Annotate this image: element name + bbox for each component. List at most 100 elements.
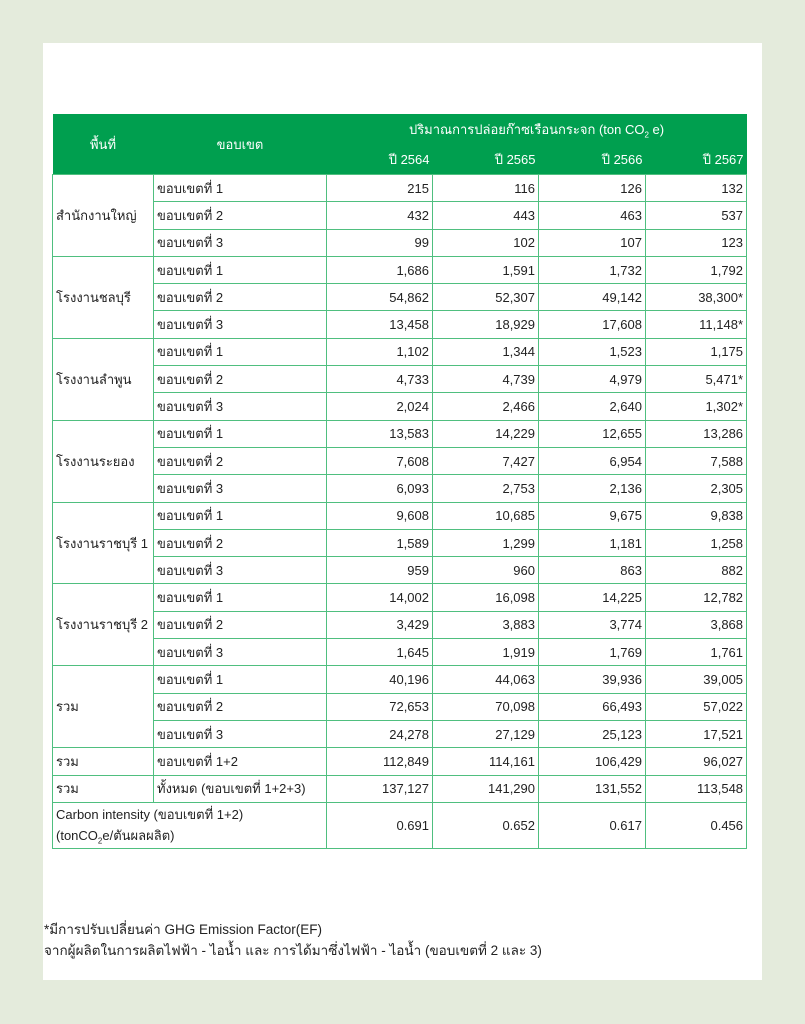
value-cell: 1,591: [432, 255, 539, 285]
table-row: โรงงานระยอง ขอบเขตที่ 1 13,583 14,229 12,655…: [52, 419, 748, 503]
value-cell: 1,102: [326, 337, 433, 367]
value-cell: 960: [432, 556, 539, 585]
table-row: ขอบเขตที่ 3 6,093 2,753 2,136 2,305: [53, 474, 748, 503]
value-cell: 54,862: [326, 283, 433, 312]
value-cell: 112,849: [326, 747, 433, 776]
header-year: ปี 2566: [538, 144, 646, 175]
intensity-value: 0.617: [538, 801, 646, 849]
area-cell: โรงงานลำพูน: [52, 337, 154, 421]
value-cell: 1,175: [644, 337, 748, 367]
header-year: ปี 2567: [645, 144, 747, 175]
value-cell: 38,300*: [644, 283, 748, 312]
carbon-intensity-label: Carbon intensity (ขอบเขตที่ 1+2) (tonCO2e…: [52, 801, 327, 849]
value-cell: 959: [326, 556, 433, 585]
area-cell: โรงงานระยอง: [52, 419, 154, 503]
table-row: ขอบเขตที่ 2 432 443 463 537: [53, 201, 748, 230]
table-row: ขอบเขตที่ 2 7,608 7,427 6,954 7,588: [53, 446, 748, 476]
value-cell: 215: [326, 173, 433, 203]
scope-cell: ขอบเขตที่ 3: [153, 392, 327, 421]
value-cell: 1,299: [432, 528, 539, 558]
scope-cell: ขอบเขตที่ 2: [153, 201, 327, 230]
footnote: *มีการปรับเปลี่ยนค่า GHG Emission Factor…: [44, 919, 542, 961]
value-cell: 40,196: [326, 665, 433, 694]
value-cell: 443: [432, 201, 539, 230]
intensity-value: 0.456: [644, 801, 748, 849]
area-cell: รวม: [52, 747, 154, 776]
value-cell: 1,302*: [644, 392, 748, 421]
value-cell: 14,002: [326, 583, 433, 612]
value-cell: 9,838: [644, 501, 748, 530]
value-cell: 2,136: [538, 474, 646, 503]
value-cell: 1,523: [538, 337, 646, 367]
value-cell: 2,640: [538, 392, 646, 421]
header-year: ปี 2564: [326, 144, 433, 175]
value-cell: 4,733: [326, 365, 433, 394]
value-cell: 3,883: [432, 610, 539, 640]
value-cell: 2,305: [644, 474, 748, 503]
table-row: โรงงานลำพูน ขอบเขตที่ 1 1,102 1,344 1,523 1,1…: [52, 337, 748, 421]
value-cell: 13,286: [644, 419, 748, 448]
carbon-intensity-row: Carbon intensity (ขอบเขตที่ 1+2) (tonCO2e…: [52, 801, 748, 849]
scope-cell: ขอบเขตที่ 2: [153, 365, 327, 394]
table-row: ขอบเขตที่ 3 13,458 18,929 17,608 11,148*: [53, 310, 748, 339]
scope-cell: ขอบเขตที่ 3: [153, 719, 327, 749]
value-cell: 7,608: [326, 446, 433, 476]
value-cell: 17,608: [538, 310, 646, 339]
value-cell: 70,098: [432, 692, 539, 721]
scope-cell: ขอบเขตที่ 3: [153, 310, 327, 339]
table-row: รวม ทั้งหมด (ขอบเขตที่ 1+2+3) 137,127 141,2…: [52, 774, 748, 803]
value-cell: 5,471*: [644, 365, 748, 394]
table-row: รวม ขอบเขตที่ 1+2 112,849 114,161 106,429 96,…: [52, 747, 748, 776]
value-cell: 14,225: [538, 583, 646, 612]
value-cell: 2,024: [326, 392, 433, 421]
emissions-table: พื้นที่ ขอบเขต ปริมาณการปล่อยก๊าซเรือนกร…: [52, 114, 748, 849]
value-cell: 9,675: [538, 501, 646, 530]
table-row: ขอบเขตที่ 2 54,862 52,307 49,142 38,300*: [53, 283, 748, 312]
table-row: โรงงานราชบุรี 1 ขอบเขตที่ 1 9,608 10,685 9,6…: [52, 501, 748, 585]
value-cell: 39,005: [644, 665, 748, 694]
scope-cell: ขอบเขตที่ 3: [153, 556, 327, 585]
footnote-line-2: จากผู้ผลิตในการผลิตไฟฟ้า - ไอน้ำ และ การ…: [44, 943, 542, 958]
value-cell: 1,589: [326, 528, 433, 558]
value-cell: 16,098: [432, 583, 539, 612]
value-cell: 24,278: [326, 719, 433, 749]
value-cell: 11,148*: [644, 310, 748, 339]
value-cell: 18,929: [432, 310, 539, 339]
value-cell: 17,521: [644, 719, 748, 749]
scope-cell: ขอบเขตที่ 2: [153, 446, 327, 476]
content-card: พื้นที่ ขอบเขต ปริมาณการปล่อยก๊าซเรือนกร…: [43, 43, 762, 980]
value-cell: 2,753: [432, 474, 539, 503]
area-cell: รวม: [52, 665, 154, 749]
value-cell: 72,653: [326, 692, 433, 721]
value-cell: 27,129: [432, 719, 539, 749]
scope-cell: ขอบเขตที่ 1: [153, 583, 327, 612]
area-cell: สำนักงานใหญ่: [52, 174, 154, 257]
value-cell: 3,429: [326, 610, 433, 640]
scope-cell: ทั้งหมด (ขอบเขตที่ 1+2+3): [153, 774, 327, 803]
value-cell: 6,093: [326, 474, 433, 503]
intensity-value: 0.691: [326, 801, 433, 849]
scope-cell: ขอบเขตที่ 3: [153, 474, 327, 503]
scope-cell: ขอบเขตที่ 2: [153, 610, 327, 640]
value-cell: 1,645: [326, 638, 433, 667]
value-cell: 106,429: [538, 747, 646, 776]
value-cell: 12,782: [644, 583, 748, 612]
value-cell: 432: [326, 201, 433, 230]
value-cell: 1,792: [644, 255, 748, 285]
scope-cell: ขอบเขตที่ 1: [153, 665, 327, 694]
value-cell: 4,739: [432, 365, 539, 394]
area-cell: รวม: [52, 774, 154, 803]
value-cell: 463: [538, 201, 646, 230]
value-cell: 1,686: [326, 255, 433, 285]
value-cell: 1,344: [432, 337, 539, 367]
value-cell: 1,769: [538, 638, 646, 667]
scope-cell: ขอบเขตที่ 1: [153, 419, 327, 448]
header-emission-title: ปริมาณการปล่อยก๊าซเรือนกระจก (ton CO2 e): [326, 114, 747, 144]
value-cell: 13,583: [326, 419, 433, 448]
scope-cell: ขอบเขตที่ 1: [153, 501, 327, 530]
value-cell: 132: [644, 173, 748, 203]
value-cell: 57,022: [644, 692, 748, 721]
table-row: ขอบเขตที่ 3 24,278 27,129 25,123 17,521: [53, 719, 748, 749]
header-scope: ขอบเขต: [153, 114, 327, 175]
value-cell: 107: [538, 228, 646, 257]
